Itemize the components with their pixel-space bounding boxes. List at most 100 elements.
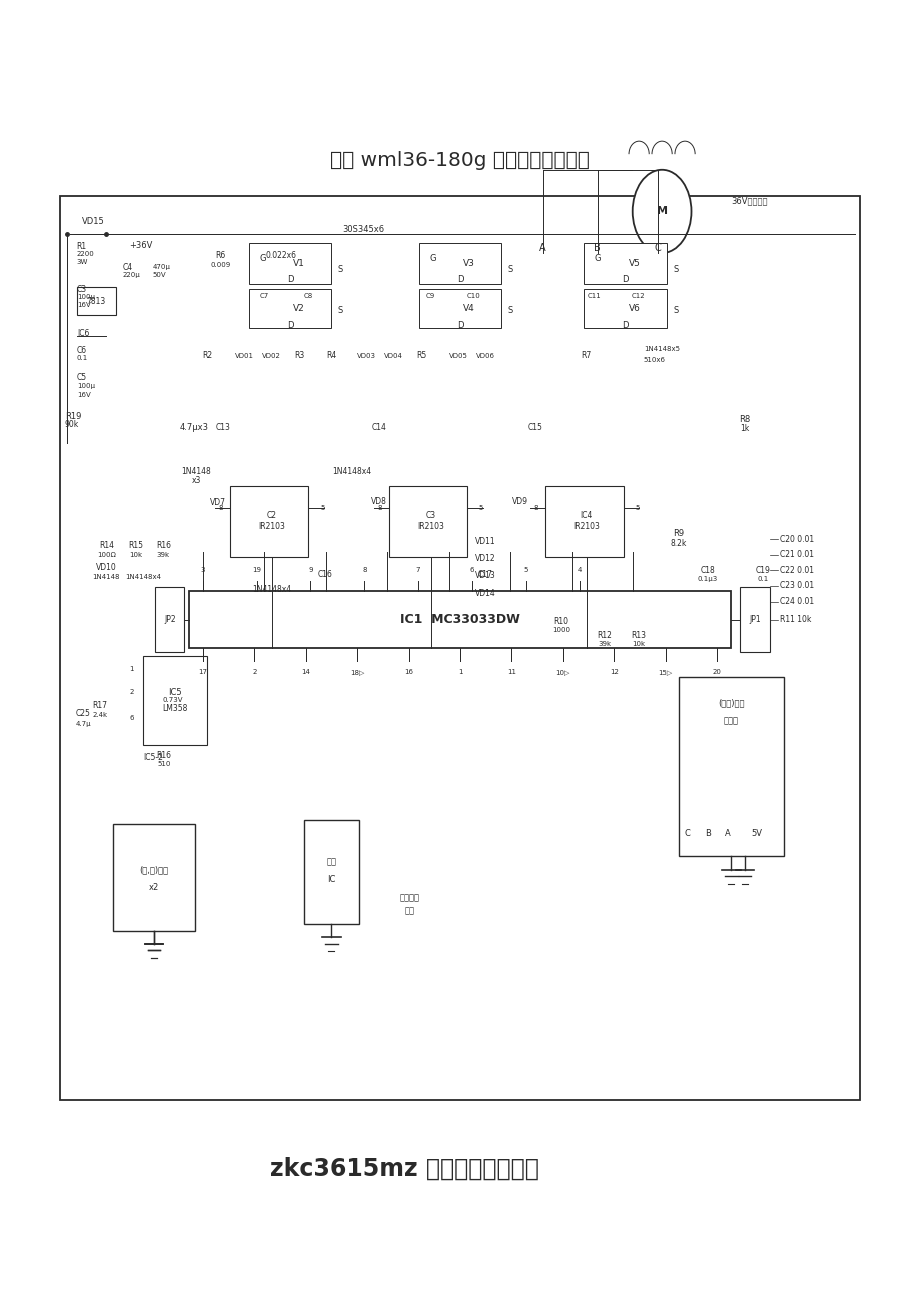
Text: 1N4148x4: 1N4148x4: [332, 467, 370, 477]
Text: C8: C8: [303, 293, 312, 299]
Text: 1N4148x4: 1N4148x4: [252, 586, 291, 595]
Text: VD04: VD04: [384, 353, 403, 359]
Text: 1000: 1000: [551, 628, 570, 633]
Text: V2: V2: [293, 305, 305, 314]
Text: D: D: [456, 322, 463, 331]
Text: 霍波运行: 霍波运行: [399, 893, 419, 902]
Text: 传感器: 传感器: [723, 716, 738, 725]
Text: LM358: LM358: [163, 703, 187, 712]
Text: IC6: IC6: [77, 329, 89, 339]
Text: 3W: 3W: [76, 259, 87, 266]
Text: 2.4k: 2.4k: [92, 712, 108, 717]
Text: G: G: [259, 254, 266, 263]
Text: R6: R6: [215, 251, 225, 260]
Text: JP2: JP2: [164, 616, 176, 624]
Text: V4: V4: [463, 305, 474, 314]
Bar: [389, 486, 467, 557]
Text: S: S: [337, 306, 343, 315]
Text: 100μ: 100μ: [77, 294, 95, 301]
Text: R2: R2: [202, 352, 212, 361]
Text: 1N4148x4: 1N4148x4: [125, 574, 161, 579]
Text: 1: 1: [458, 669, 461, 674]
Text: C6: C6: [77, 346, 87, 355]
Text: 5: 5: [479, 505, 482, 510]
Text: 奥文 wml36-180g 电动自行车电路图: 奥文 wml36-180g 电动自行车电路图: [330, 151, 589, 171]
Text: C18: C18: [700, 566, 715, 575]
Text: R10: R10: [553, 617, 568, 625]
Text: VD15: VD15: [82, 217, 104, 227]
Text: 3: 3: [200, 568, 205, 573]
Text: D: D: [287, 275, 293, 284]
Text: C3: C3: [77, 285, 87, 294]
Text: D: D: [287, 322, 293, 331]
Text: C14: C14: [371, 423, 386, 432]
Bar: [113, 824, 195, 931]
Text: 39k: 39k: [156, 552, 170, 557]
Text: C24 0.01: C24 0.01: [778, 598, 813, 605]
Text: 1N4148: 1N4148: [181, 467, 211, 477]
Text: C9: C9: [425, 293, 435, 299]
Text: 16: 16: [403, 669, 413, 674]
Bar: [418, 289, 501, 328]
Text: 90k: 90k: [65, 421, 79, 430]
Bar: [188, 591, 731, 648]
Text: 4.7μ: 4.7μ: [76, 721, 92, 727]
Text: R16: R16: [156, 750, 172, 759]
Text: R7: R7: [581, 352, 591, 361]
Text: D: D: [621, 275, 628, 284]
Text: R8: R8: [738, 415, 750, 424]
Text: V6: V6: [628, 305, 640, 314]
Bar: [545, 486, 623, 557]
Text: x3: x3: [191, 477, 201, 486]
Text: VD8: VD8: [371, 497, 387, 506]
Text: C16: C16: [317, 570, 332, 579]
Text: C: C: [653, 242, 660, 253]
Text: 4: 4: [577, 568, 581, 573]
Text: 7813: 7813: [86, 297, 106, 306]
Text: VD06: VD06: [476, 353, 494, 359]
Text: 5: 5: [320, 505, 324, 510]
Text: B: B: [704, 828, 710, 837]
Text: IC1  MC33033DW: IC1 MC33033DW: [400, 613, 519, 626]
Text: R12: R12: [597, 631, 612, 639]
Text: C19: C19: [754, 566, 770, 575]
Text: C21 0.01: C21 0.01: [778, 551, 812, 560]
Bar: [143, 656, 207, 745]
Text: S: S: [507, 266, 513, 275]
Text: 100μ: 100μ: [77, 383, 95, 389]
Text: D: D: [621, 322, 628, 331]
Text: C3
IR2103: C3 IR2103: [416, 512, 444, 531]
Text: C23 0.01: C23 0.01: [778, 582, 813, 591]
Text: JP1: JP1: [748, 616, 760, 624]
Text: C25: C25: [76, 708, 91, 717]
Text: C4: C4: [123, 263, 133, 272]
Text: 0.009: 0.009: [210, 262, 230, 268]
Text: VD12: VD12: [474, 555, 494, 564]
Text: C22 0.01: C22 0.01: [778, 566, 812, 575]
Bar: [303, 820, 358, 924]
Text: R15: R15: [128, 542, 143, 551]
Text: C: C: [684, 828, 690, 837]
Text: C5: C5: [77, 374, 87, 383]
Text: 17: 17: [199, 669, 207, 674]
Text: VD14: VD14: [474, 590, 495, 599]
Bar: [77, 286, 116, 315]
Text: C10: C10: [467, 293, 480, 299]
Text: R11 10k: R11 10k: [778, 616, 811, 624]
Bar: [248, 289, 331, 328]
Text: VD7: VD7: [210, 499, 226, 508]
Text: 10k: 10k: [129, 552, 142, 557]
Text: C2
IR2103: C2 IR2103: [258, 512, 285, 531]
Text: C11: C11: [586, 293, 600, 299]
Text: 0.73V: 0.73V: [162, 698, 183, 703]
Text: 100Ω: 100Ω: [96, 552, 116, 557]
Text: 1: 1: [130, 667, 134, 672]
Text: 9: 9: [308, 568, 312, 573]
Text: VD11: VD11: [474, 538, 494, 547]
Text: IC5: IC5: [168, 689, 182, 697]
Text: C15: C15: [528, 423, 542, 432]
Text: 8: 8: [362, 568, 366, 573]
Text: S: S: [507, 306, 513, 315]
Text: G: G: [429, 254, 436, 263]
Text: R9: R9: [673, 530, 684, 539]
